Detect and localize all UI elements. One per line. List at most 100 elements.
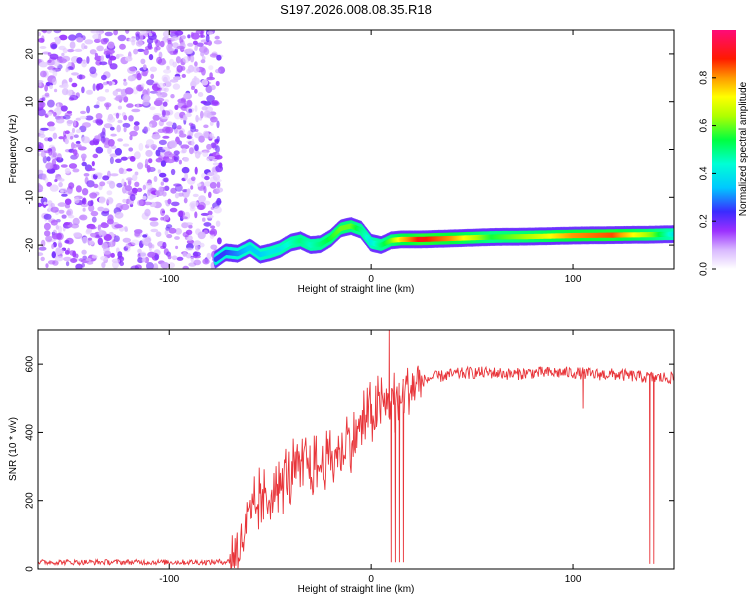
noise-speckle <box>104 88 110 93</box>
bottom-y-tick-label: 600 <box>25 355 36 372</box>
noise-speckle <box>58 209 65 214</box>
noise-speckle <box>69 95 79 101</box>
noise-speckle <box>163 76 168 83</box>
noise-speckle <box>152 263 159 269</box>
noise-speckle <box>66 120 74 124</box>
noise-speckle <box>101 207 110 212</box>
noise-speckle <box>209 121 214 126</box>
noise-speckle <box>61 193 68 197</box>
noise-speckle <box>133 125 140 132</box>
noise-speckle <box>95 118 99 124</box>
noise-speckle <box>65 261 70 267</box>
noise-speckle <box>174 104 179 110</box>
noise-speckle <box>167 198 172 205</box>
noise-speckle <box>109 55 117 61</box>
noise-speckle <box>141 257 146 263</box>
spectrogram-frame <box>37 29 675 270</box>
noise-speckle <box>187 34 191 39</box>
noise-speckle <box>54 255 64 262</box>
noise-speckle <box>176 256 184 261</box>
noise-speckle <box>157 82 166 89</box>
noise-speckle <box>170 168 176 176</box>
noise-speckle <box>185 229 193 235</box>
noise-speckle <box>57 176 63 181</box>
noise-speckle <box>64 250 70 255</box>
noise-speckle <box>40 239 46 247</box>
noise-speckle <box>103 123 113 129</box>
noise-speckle <box>148 242 153 249</box>
noise-speckle <box>192 40 198 45</box>
noise-speckle <box>51 78 57 86</box>
noise-speckle <box>58 34 68 41</box>
noise-speckle <box>39 133 46 138</box>
noise-speckle <box>57 225 63 234</box>
noise-speckle <box>213 206 222 214</box>
noise-speckle <box>107 41 115 49</box>
noise-speckle <box>149 66 157 72</box>
noise-speckle <box>132 187 138 194</box>
top-x-tick-label: 0 <box>368 274 374 285</box>
noise-speckle <box>122 122 131 128</box>
noise-speckle <box>38 31 42 37</box>
noise-speckle <box>206 76 215 81</box>
noise-speckle <box>49 53 59 60</box>
top-y-axis-label: Frequency (Hz) <box>8 115 19 184</box>
noise-speckle <box>64 198 72 205</box>
noise-speckle <box>162 241 167 249</box>
noise-speckle <box>195 114 199 123</box>
noise-speckle <box>38 37 45 43</box>
noise-speckle <box>161 109 166 118</box>
noise-speckle <box>142 71 148 77</box>
noise-speckle <box>173 156 178 161</box>
noise-speckle <box>174 192 180 199</box>
noise-speckle <box>57 202 67 207</box>
noise-speckle <box>186 136 193 140</box>
noise-speckle <box>41 97 46 102</box>
noise-speckle <box>174 228 182 235</box>
noise-speckle <box>73 232 82 238</box>
noise-speckle <box>126 168 133 172</box>
noise-speckle <box>123 78 127 82</box>
noise-speckle <box>164 185 170 191</box>
noise-speckle <box>149 221 159 227</box>
noise-speckle <box>189 201 199 207</box>
noise-speckle <box>147 251 156 258</box>
noise-speckle <box>145 149 153 157</box>
noise-speckle <box>40 256 45 262</box>
noise-speckle <box>90 210 99 217</box>
noise-speckle <box>76 37 84 43</box>
noise-speckle <box>214 155 223 160</box>
noise-speckle <box>154 38 159 44</box>
noise-speckle <box>150 167 155 171</box>
noise-speckle <box>94 135 101 140</box>
noise-speckle <box>128 147 134 152</box>
noise-speckle <box>119 43 126 50</box>
noise-speckle <box>43 201 47 205</box>
noise-speckle <box>164 151 169 157</box>
noise-speckle <box>155 231 162 237</box>
noise-speckle <box>61 88 69 96</box>
noise-speckle <box>184 222 193 226</box>
noise-speckle <box>58 242 63 248</box>
noise-speckle <box>200 110 204 119</box>
noise-speckle <box>155 157 163 163</box>
noise-speckle <box>215 68 221 74</box>
noise-speckle <box>46 111 53 116</box>
noise-speckle <box>185 112 192 118</box>
noise-speckle <box>114 224 123 229</box>
noise-speckle <box>103 234 112 241</box>
noise-speckle <box>124 226 128 230</box>
noise-speckle <box>182 114 187 121</box>
noise-speckle <box>100 222 109 229</box>
noise-speckle <box>48 69 56 73</box>
noise-speckle <box>137 253 141 259</box>
noise-speckle <box>137 257 144 264</box>
noise-speckle <box>188 108 193 113</box>
noise-speckle <box>109 126 115 131</box>
noise-speckle <box>95 146 104 154</box>
noise-speckle <box>175 56 181 64</box>
noise-speckle <box>148 158 153 164</box>
noise-speckle <box>75 263 83 269</box>
noise-speckle <box>209 230 216 235</box>
noise-speckle <box>163 69 172 74</box>
